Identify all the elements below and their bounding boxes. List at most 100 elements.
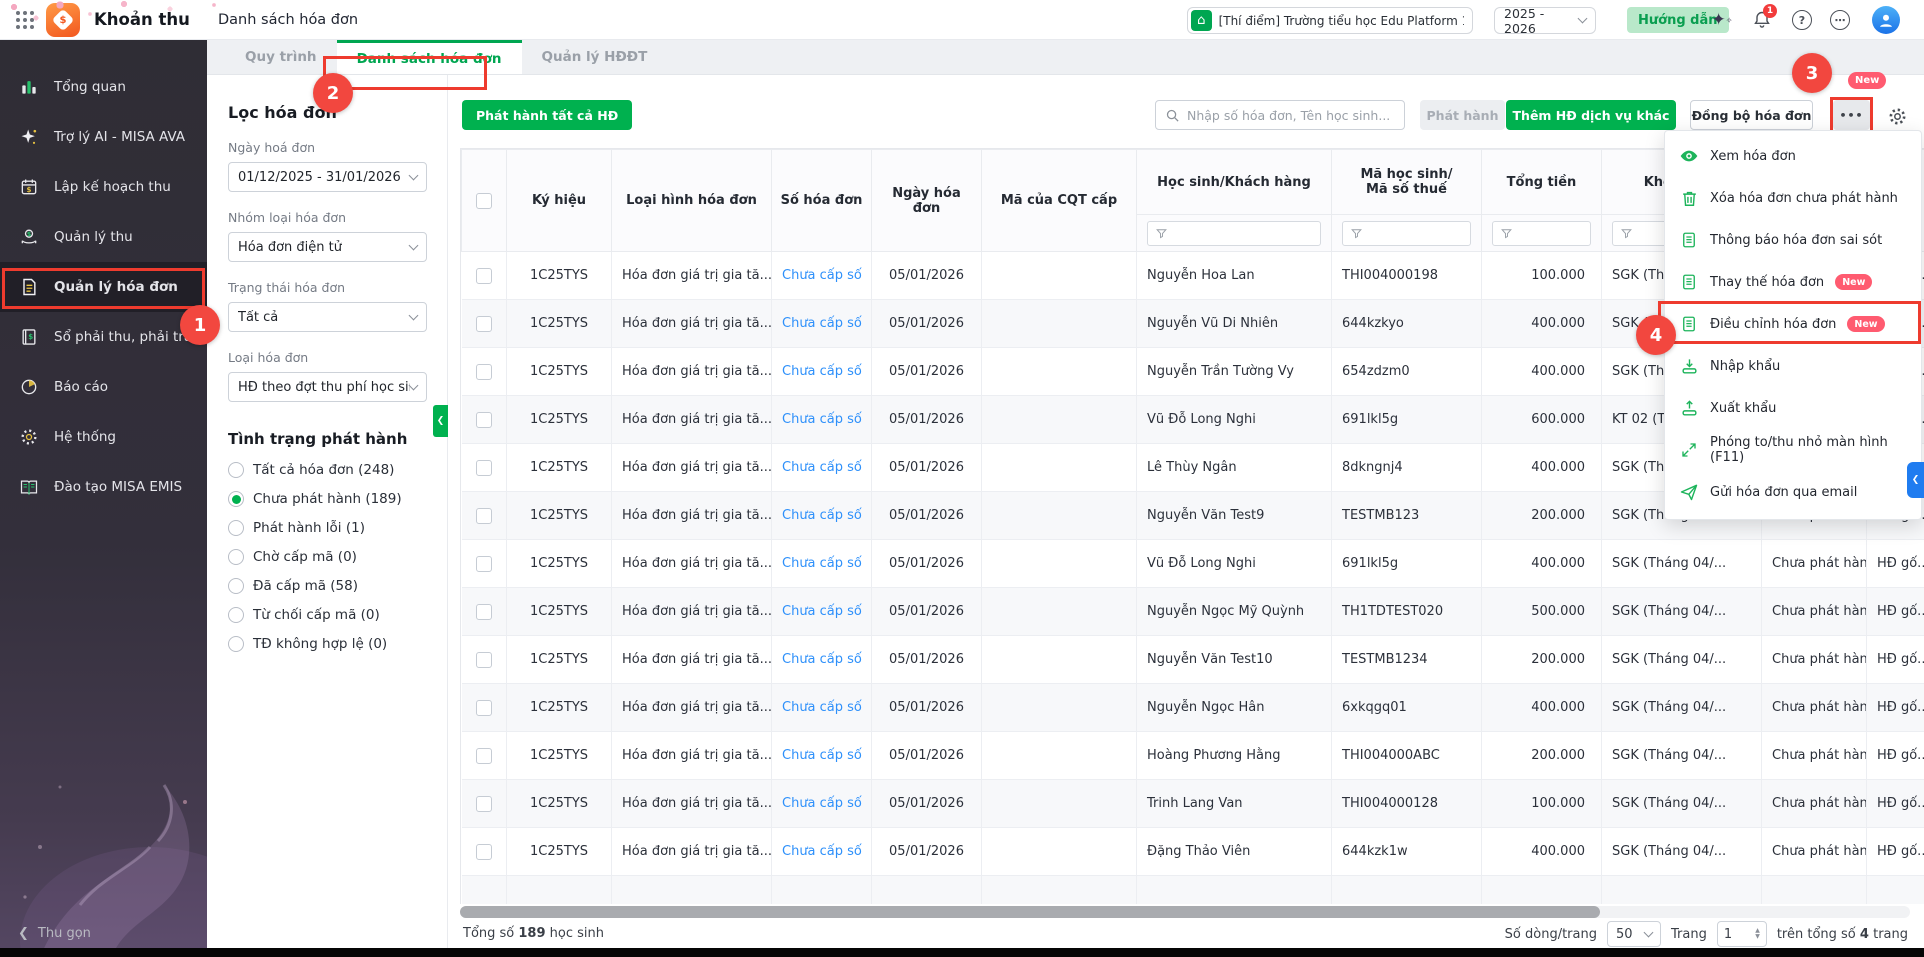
filter-field-select[interactable]: Hóa đơn điện tử: [228, 232, 427, 262]
search-input[interactable]: [1187, 108, 1395, 123]
issue-status-radio[interactable]: Chưa phát hành (189): [228, 491, 427, 507]
invoice-number-link[interactable]: Chưa cấp số: [772, 396, 872, 444]
invoice-number-link[interactable]: Chưa cấp số: [772, 732, 872, 780]
page-number-input[interactable]: 1 ▲▼: [1717, 921, 1767, 947]
menu-item[interactable]: Thông báo hóa đơn sai sót: [1665, 219, 1921, 261]
row-checkbox[interactable]: [476, 460, 492, 476]
school-year-select[interactable]: 2025 - 2026: [1494, 7, 1596, 34]
issue-status-radio[interactable]: Phát hành lỗi (1): [228, 520, 427, 536]
notification-bell-icon[interactable]: 1: [1750, 8, 1774, 32]
menu-item[interactable]: Xem hóa đơn: [1665, 135, 1921, 177]
sidebar-item[interactable]: $ Lập kế hoạch thu: [0, 162, 207, 212]
menu-item[interactable]: Gửi hóa đơn qua email: [1665, 471, 1921, 513]
sidebar-item[interactable]: $ Quản lý thu: [0, 212, 207, 262]
row-checkbox[interactable]: [476, 796, 492, 812]
issue-status-radio[interactable]: Chờ cấp mã (0): [228, 549, 427, 565]
filter-panel: Lọc hóa đơn Ngày hoá đơn 01/12/2025 - 31…: [207, 75, 448, 948]
user-avatar[interactable]: [1872, 6, 1900, 34]
sync-invoices-button[interactable]: Đồng bộ hóa đơn: [1690, 100, 1813, 130]
scrollbar-thumb[interactable]: [460, 906, 1600, 918]
app-grid-icon[interactable]: [16, 11, 34, 29]
row-checkbox[interactable]: [476, 268, 492, 284]
menu-item[interactable]: Nhập khẩu: [1665, 345, 1921, 387]
table-row[interactable]: 1C25TYSHóa đơn giá trị gia tă...Chưa cấp…: [462, 780, 1924, 828]
row-checkbox[interactable]: [476, 748, 492, 764]
column-filter-input[interactable]: [1492, 221, 1591, 246]
sidebar-item[interactable]: $ Sổ phải thu, phải trả: [0, 312, 207, 362]
invoice-number-link[interactable]: Chưa cấp số: [772, 252, 872, 300]
table-settings-gear-icon[interactable]: [1883, 102, 1911, 130]
rows-per-page-select[interactable]: 50: [1607, 921, 1661, 947]
issue-status-radio[interactable]: Từ chối cấp mã (0): [228, 607, 427, 623]
sidebar-collapse-button[interactable]: ❮ Thu gọn: [18, 926, 91, 941]
tab-quy-trinh[interactable]: Quy trình: [225, 40, 337, 74]
table-row[interactable]: 1C25TYSHóa đơn giá trị gia tă...Chưa cấp…: [462, 588, 1924, 636]
invoice-number-link[interactable]: Chưa cấp số: [772, 492, 872, 540]
publish-all-button[interactable]: Phát hành tất cả HĐ: [462, 100, 632, 130]
sidebar-item[interactable]: Đào tạo MISA EMIS: [0, 462, 207, 512]
row-checkbox[interactable]: [476, 556, 492, 572]
row-checkbox[interactable]: [476, 508, 492, 524]
column-filter-input[interactable]: [1147, 221, 1321, 246]
table-row[interactable]: 1C25TYSHóa đơn giá trị gia tă...Chưa cấp…: [462, 636, 1924, 684]
sidebar-item[interactable]: Hệ thống: [0, 412, 207, 462]
page-spinner[interactable]: ▲▼: [1755, 928, 1760, 940]
menu-item[interactable]: Điều chỉnh hóa đơn New: [1665, 303, 1921, 345]
table-row[interactable]: 1C25TYSHóa đơn giá trị gia tă...Chưa cấp…: [462, 828, 1924, 876]
invoice-number-link[interactable]: Chưa cấp số: [772, 300, 872, 348]
filter-field-select[interactable]: 01/12/2025 - 31/01/2026: [228, 162, 427, 192]
menu-item[interactable]: Phóng to/thu nhỏ màn hình (F11): [1665, 429, 1921, 471]
row-checkbox[interactable]: [476, 844, 492, 860]
row-checkbox[interactable]: [476, 412, 492, 428]
row-checkbox[interactable]: [476, 652, 492, 668]
khoan-thu-app-icon[interactable]: $: [46, 3, 80, 37]
sidebar-item[interactable]: Quản lý hóa đơn: [0, 262, 207, 312]
row-checkbox[interactable]: [476, 316, 492, 332]
filter-field-select[interactable]: HĐ theo đợt thu phí học sinh: [228, 372, 427, 402]
tab-quan-ly-hddt[interactable]: Quản lý HĐĐT: [522, 40, 668, 74]
table-row[interactable]: 1C25TYSHóa đơn giá trị gia tă...Chưa cấp…: [462, 540, 1924, 588]
page-label: Trang: [1671, 927, 1707, 942]
sidebar-item-label: Quản lý thu: [54, 229, 133, 245]
sidebar-item-label: Trợ lý AI - MISA AVA: [54, 129, 185, 145]
help-icon[interactable]: ?: [1790, 8, 1814, 32]
menu-item[interactable]: Xóa hóa đơn chưa phát hành: [1665, 177, 1921, 219]
tab-danh-sach-hoa-don[interactable]: Danh sách hóa đơn: [337, 40, 522, 74]
menu-item[interactable]: Thay thế hóa đơn New: [1665, 261, 1921, 303]
issue-status-radio[interactable]: TĐ không hợp lệ (0): [228, 636, 427, 652]
row-checkbox[interactable]: [476, 700, 492, 716]
row-checkbox[interactable]: [476, 604, 492, 620]
table-row[interactable]: [462, 876, 1924, 905]
invoice-number-link[interactable]: Chưa cấp số: [772, 684, 872, 732]
invoice-number-link[interactable]: Chưa cấp số: [772, 636, 872, 684]
table-row[interactable]: 1C25TYSHóa đơn giá trị gia tă...Chưa cấp…: [462, 684, 1924, 732]
sidebar-item[interactable]: Báo cáo: [0, 362, 207, 412]
chevron-down-icon: [409, 380, 419, 390]
panel-collapse-blue-handle[interactable]: ❮: [1907, 462, 1924, 498]
invoice-number-link[interactable]: Chưa cấp số: [772, 828, 872, 876]
sidebar-item[interactable]: Trợ lý AI - MISA AVA: [0, 112, 207, 162]
school-selector[interactable]: ⌂ [Thí điểm] Trường tiểu học Edu Platfor…: [1187, 7, 1473, 34]
ai-sparkle-icon[interactable]: ✦✧: [1710, 8, 1734, 32]
issue-status-radio[interactable]: Tất cả hóa đơn (248): [228, 462, 427, 478]
invoice-number-link[interactable]: Chưa cấp số: [772, 780, 872, 828]
row-checkbox[interactable]: [476, 364, 492, 380]
invoice-number-link[interactable]: Chưa cấp số: [772, 348, 872, 396]
column-header-ma_hoc_sinh: Mã học sinh/ Mã số thuế: [1332, 150, 1482, 215]
invoice-number-link[interactable]: Chưa cấp số: [772, 588, 872, 636]
sidebar-item[interactable]: Tổng quan: [0, 62, 207, 112]
table-row[interactable]: 1C25TYSHóa đơn giá trị gia tă...Chưa cấp…: [462, 732, 1924, 780]
issue-status-radio[interactable]: Đã cấp mã (58): [228, 578, 427, 594]
publish-button[interactable]: Phát hành: [1420, 100, 1505, 130]
filter-collapse-handle[interactable]: ❮: [433, 405, 448, 437]
select-all-checkbox[interactable]: [476, 193, 492, 209]
menu-item[interactable]: Xuất khẩu: [1665, 387, 1921, 429]
filter-field-select[interactable]: Tất cả: [228, 302, 427, 332]
more-actions-button[interactable]: •••: [1833, 100, 1870, 130]
add-service-invoice-button[interactable]: Thêm HĐ dịch vụ khác: [1506, 100, 1676, 130]
invoice-number-link[interactable]: Chưa cấp số: [772, 540, 872, 588]
column-filter-input[interactable]: [1342, 221, 1471, 246]
invoice-number-link[interactable]: Chưa cấp số: [772, 444, 872, 492]
more-options-icon[interactable]: ⋯: [1828, 8, 1852, 32]
horizontal-scrollbar[interactable]: [460, 906, 1910, 918]
